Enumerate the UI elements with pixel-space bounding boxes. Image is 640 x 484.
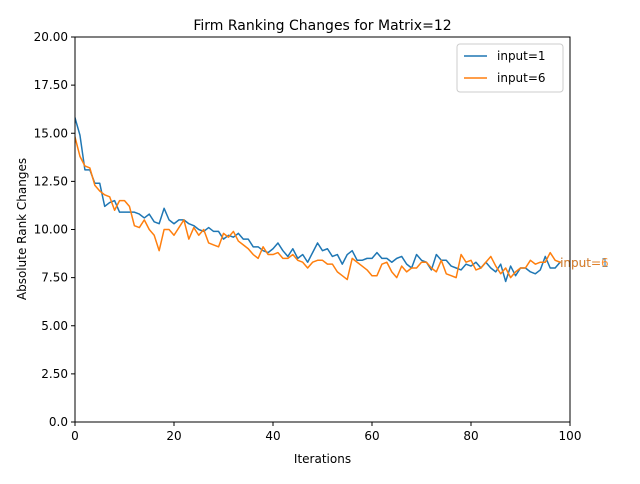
x-tick-label: 80 — [463, 429, 478, 443]
series-end-label-1: input=6 — [560, 256, 609, 270]
legend-label-1: input=6 — [497, 71, 546, 85]
series-end-label-0: input=1 — [560, 256, 609, 270]
y-tick-label: 17.50 — [34, 78, 68, 92]
x-tick-label: 40 — [265, 429, 280, 443]
y-tick-label: 10.00 — [34, 223, 68, 237]
x-tick-label: 0 — [71, 429, 79, 443]
y-tick-label: 15.00 — [34, 126, 68, 140]
series-lines — [75, 116, 562, 283]
x-axis-label: Iterations — [294, 452, 351, 466]
y-tick-label: 0.0 — [49, 415, 68, 429]
series-line-1 — [75, 136, 562, 281]
y-tick-label: 5.00 — [41, 319, 68, 333]
x-tick-label: 20 — [166, 429, 181, 443]
chart-title: Firm Ranking Changes for Matrix=12 — [193, 18, 451, 34]
y-tick-label: 20.00 — [34, 30, 68, 44]
series-line-0 — [75, 116, 562, 283]
y-tick-label: 2.50 — [41, 367, 68, 381]
x-tick-label: 100 — [559, 429, 582, 443]
y-tick-label: 12.50 — [34, 174, 68, 188]
x-tick-label: 60 — [364, 429, 379, 443]
legend-label-0: input=1 — [497, 49, 546, 63]
y-tick-label: 7.50 — [41, 271, 68, 285]
legend: input=1 input=6 — [456, 43, 564, 93]
y-axis-label: Absolute Rank Changes — [15, 158, 29, 300]
